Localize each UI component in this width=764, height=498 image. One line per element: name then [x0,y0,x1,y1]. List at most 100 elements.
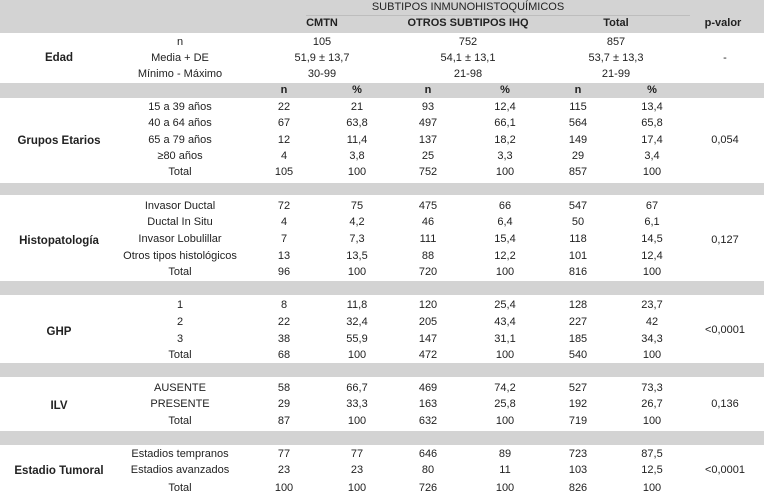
row-label: Estadios tempranos [131,448,229,460]
table-cell: 100 [347,166,367,178]
table-cell: 88 [421,250,435,262]
table-cell: 100 [642,349,662,361]
table-cell: 12,4 [641,250,663,262]
pvalue: 0,127 [711,234,739,246]
pvalue: <0,0001 [704,324,746,336]
table-cell: 100 [642,482,662,494]
table-cell: 564 [568,117,588,129]
table-cell: 74,2 [494,382,516,394]
row-label: Ductal In Situ [147,216,213,228]
table-cell: 68 [277,349,291,361]
table-cell: 137 [418,134,438,146]
row-label: 1 [176,299,184,311]
table-cell: 29 [571,150,585,162]
table-cell: 12,5 [641,464,663,476]
table-cell: 472 [418,349,438,361]
table-cell: 163 [418,398,438,410]
row-label: 15 a 39 años [148,101,212,113]
table-cell: 185 [568,333,588,345]
subheader-cell: % [647,84,657,96]
row-label: Invasor Lobulillar [138,233,222,245]
separator-band [0,281,764,295]
pvalue: <0,0001 [704,464,746,476]
table-cell: 227 [568,316,588,328]
table-cell: 720 [418,266,438,278]
table-cell: 77 [277,448,291,460]
table-cell: 192 [568,398,588,410]
table-cell: 13,4 [641,101,663,113]
pvalue: 0,054 [711,134,739,146]
table-cell: 826 [568,482,588,494]
table-cell: 23 [350,464,364,476]
row-label: Invasor Ductal [144,200,216,212]
row-label: Estadios avanzados [130,464,230,476]
table-cell: 77 [350,448,364,460]
table-cell: 100 [347,349,367,361]
table-cell: 100 [347,415,367,427]
subheader-cell: n [424,84,432,96]
table-cell: 53,7 ± 13,3 [588,52,644,64]
table-cell: 646 [418,448,438,460]
table-cell: 11,8 [346,299,368,311]
table-cell: 8 [280,299,288,311]
table-cell: 67 [645,200,659,212]
table-cell: 87 [277,415,291,427]
table-cell: 17,4 [641,134,663,146]
table-cell: 6,1 [644,216,660,228]
table-cell: 115 [569,101,587,113]
table-cell: 22 [277,101,291,113]
row-label: Total [168,166,192,178]
table-cell: 100 [642,415,662,427]
row-label: PRESENTE [150,398,210,410]
table-cell: 21 [350,101,364,113]
table-cell: 29 [277,398,291,410]
row-label: Total [168,482,192,494]
table-cell: 66,1 [494,117,516,129]
table-cell: 100 [274,482,294,494]
separator-band [0,183,764,195]
table-cell: 100 [495,266,515,278]
table-cell: 816 [568,266,588,278]
table-cell: 100 [495,415,515,427]
col-header-otros: OTROS SUBTIPOS IHQ [407,17,529,29]
section-label-edad: Edad [44,52,74,64]
table-cell: 4 [280,150,288,162]
subheader-cell: % [352,84,362,96]
row-label: AUSENTE [154,382,206,394]
table-cell: 50 [571,216,585,228]
row-label: ≥80 años [157,150,203,162]
pvalue-edad: - [723,52,727,64]
table-cell: 66 [498,200,512,212]
table-cell: 73,3 [641,382,663,394]
table-cell: 3,3 [497,150,513,162]
table-cell: 105 [274,166,294,178]
table-cell: 7 [280,233,288,245]
table-cell: 33,3 [346,398,368,410]
row-label: n [176,36,184,48]
table-cell: 100 [347,482,367,494]
table-cell: 32,4 [346,316,368,328]
table-cell: 726 [418,482,438,494]
table-cell: 475 [418,200,438,212]
table-cell: 46 [421,216,435,228]
table-cell: 93 [421,101,435,113]
row-label: Total [168,415,192,427]
table-cell: 30-99 [307,68,337,80]
table-cell: 23,7 [641,299,663,311]
table-cell: 51,9 ± 13,7 [294,52,350,64]
section-label: Estadio Tumoral [14,465,104,477]
table-cell: 58 [277,382,291,394]
table-cell: 128 [568,299,588,311]
table-cell: 723 [568,448,588,460]
table-cell: 12,2 [494,250,516,262]
table-cell: 87,5 [641,448,663,460]
table-cell: 89 [498,448,512,460]
section-label: Histopatología [19,235,99,247]
table-cell: 63,8 [346,117,368,129]
col-header-pvalor: p-valor [704,17,742,29]
table-cell: 55,9 [346,333,368,345]
table-cell: 100 [642,266,662,278]
header-divider [306,15,690,16]
separator-band [0,363,764,377]
table-cell: 101 [568,250,588,262]
